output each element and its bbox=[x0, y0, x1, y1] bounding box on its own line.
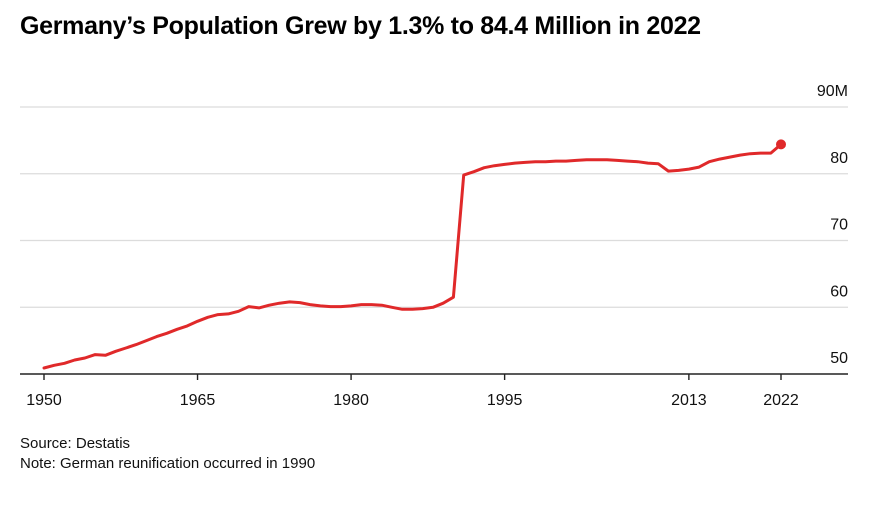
x-tick-label: 1965 bbox=[180, 392, 216, 409]
note-text: Note: German reunification occurred in 1… bbox=[20, 455, 316, 472]
y-tick-label: 60 bbox=[830, 283, 848, 300]
y-tick-label: 50 bbox=[830, 350, 848, 367]
population-line bbox=[42, 142, 783, 370]
chart-title: Germany’s Population Grew by 1.3% to 84.… bbox=[20, 12, 701, 40]
y-tick-label: 90M bbox=[817, 83, 848, 100]
x-tick-label: 2022 bbox=[763, 392, 799, 409]
y-axis-ticks: 90M 80 70 60 50 bbox=[817, 83, 848, 367]
x-tick-label: 1995 bbox=[487, 392, 523, 409]
y-tick-label: 80 bbox=[830, 150, 848, 167]
gridlines bbox=[20, 106, 848, 375]
x-tick-label: 1950 bbox=[26, 392, 62, 409]
series-layer bbox=[42, 139, 786, 370]
latest-value-marker bbox=[776, 139, 786, 150]
line-chart: 90M 80 70 60 50 1950 1965 1980 1995 2013 2022 bbox=[20, 83, 848, 409]
x-tick-label: 1980 bbox=[333, 392, 369, 409]
source-text: Source: Destatis bbox=[20, 435, 131, 452]
x-tick-label: 2013 bbox=[671, 392, 707, 409]
chart-footer: Source: Destatis Note: German reunificat… bbox=[20, 434, 315, 474]
y-tick-label: 70 bbox=[830, 217, 848, 234]
x-axis-ticks: 1950 1965 1980 1995 2013 2022 bbox=[26, 374, 799, 409]
